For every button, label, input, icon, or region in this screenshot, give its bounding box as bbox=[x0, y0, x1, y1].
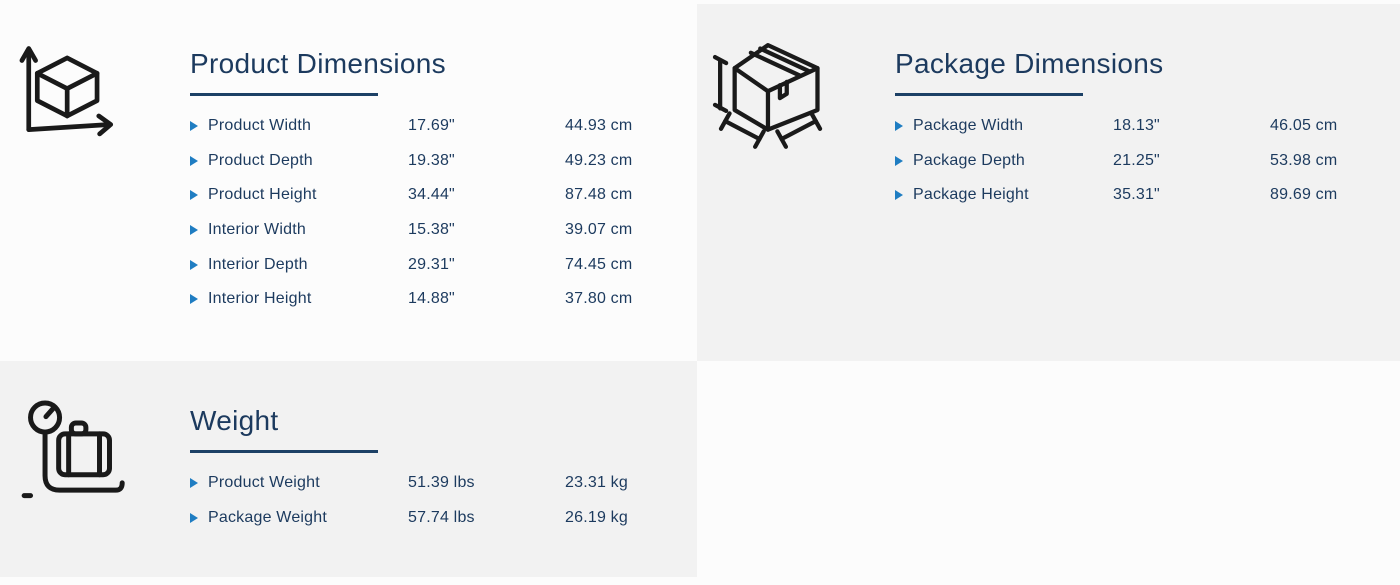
spec-value-imperial: 29.31" bbox=[408, 255, 455, 273]
spec-value-imperial: 21.25" bbox=[1113, 151, 1160, 169]
luggage-scale-icon bbox=[16, 393, 134, 502]
triangle-bullet-icon bbox=[190, 478, 198, 489]
spec-value-imperial: 18.13" bbox=[1113, 117, 1160, 135]
section-title: Package Dimensions bbox=[895, 48, 1164, 79]
triangle-bullet-icon bbox=[190, 190, 198, 201]
spec-value-metric: 39.07 cm bbox=[565, 221, 633, 239]
spec-value-metric: 26.19 kg bbox=[565, 508, 628, 526]
triangle-bullet-icon bbox=[895, 121, 903, 132]
spec-label: Product Depth bbox=[208, 151, 313, 169]
spec-value-metric: 44.93 cm bbox=[565, 117, 633, 135]
spec-row: Interior Height 14.88" 37.80 cm bbox=[190, 282, 697, 317]
spec-label: Product Width bbox=[208, 117, 312, 135]
weight-section: Weight Product Weight 51.39 lbs 23.31 kg… bbox=[0, 361, 697, 577]
triangle-bullet-icon bbox=[190, 294, 198, 305]
spec-label: Package Depth bbox=[913, 151, 1026, 169]
spec-row: Product Height 34.44" 87.48 cm bbox=[190, 178, 697, 213]
spec-value-imperial: 14.88" bbox=[408, 290, 455, 308]
spec-rows: Product Weight 51.39 lbs 23.31 kg Packag… bbox=[190, 466, 697, 535]
spec-row: Interior Depth 29.31" 74.45 cm bbox=[190, 247, 697, 282]
triangle-bullet-icon bbox=[190, 155, 198, 166]
spec-rows: Product Width 17.69" 44.93 cm Product De… bbox=[190, 109, 697, 317]
title-underline bbox=[895, 93, 1083, 96]
spec-rows: Package Width 18.13" 46.05 cm Package De… bbox=[895, 109, 1400, 213]
triangle-bullet-icon bbox=[895, 190, 903, 201]
spec-row: Interior Width 15.38" 39.07 cm bbox=[190, 213, 697, 248]
package-box-icon bbox=[708, 40, 845, 151]
spec-value-metric: 37.80 cm bbox=[565, 290, 633, 308]
spec-value-imperial: 34.44" bbox=[408, 186, 455, 204]
spec-value-imperial: 15.38" bbox=[408, 221, 455, 239]
spec-label: Package Width bbox=[913, 117, 1024, 135]
spec-value-metric: 23.31 kg bbox=[565, 474, 628, 492]
spec-label: Interior Width bbox=[208, 221, 306, 239]
spec-row: Product Depth 19.38" 49.23 cm bbox=[190, 144, 697, 179]
spec-row: Product Weight 51.39 lbs 23.31 kg bbox=[190, 466, 697, 501]
spec-value-imperial: 19.38" bbox=[408, 151, 455, 169]
triangle-bullet-icon bbox=[895, 155, 903, 166]
section-title: Product Dimensions bbox=[190, 48, 446, 79]
spec-value-imperial: 57.74 lbs bbox=[408, 508, 475, 526]
spec-label: Interior Height bbox=[208, 290, 312, 308]
spec-value-metric: 46.05 cm bbox=[1270, 117, 1338, 135]
spec-label: Package Weight bbox=[208, 508, 328, 526]
title-underline bbox=[190, 93, 378, 96]
triangle-bullet-icon bbox=[190, 121, 198, 132]
section-title: Weight bbox=[190, 405, 279, 436]
spec-row: Package Depth 21.25" 53.98 cm bbox=[895, 144, 1400, 179]
spec-value-metric: 53.98 cm bbox=[1270, 151, 1338, 169]
spec-value-metric: 74.45 cm bbox=[565, 255, 633, 273]
package-dimensions-section: Package Dimensions Package Width 18.13" … bbox=[697, 4, 1400, 361]
product-dimensions-section: Product Dimensions Product Width 17.69" … bbox=[0, 0, 697, 361]
spec-row: Product Width 17.69" 44.93 cm bbox=[190, 109, 697, 144]
empty-panel bbox=[697, 361, 1400, 585]
spec-label: Package Height bbox=[913, 186, 1029, 204]
triangle-bullet-icon bbox=[190, 259, 198, 270]
spec-value-imperial: 35.31" bbox=[1113, 186, 1160, 204]
spec-label: Product Height bbox=[208, 186, 317, 204]
spec-row: Package Weight 57.74 lbs 26.19 kg bbox=[190, 501, 697, 536]
spec-value-metric: 87.48 cm bbox=[565, 186, 633, 204]
title-underline bbox=[190, 450, 378, 453]
spec-value-metric: 89.69 cm bbox=[1270, 186, 1338, 204]
spec-label: Product Weight bbox=[208, 474, 320, 492]
cube-axes-icon bbox=[14, 34, 134, 145]
spec-value-imperial: 51.39 lbs bbox=[408, 474, 475, 492]
spec-label: Interior Depth bbox=[208, 255, 308, 273]
spec-row: Package Height 35.31" 89.69 cm bbox=[895, 178, 1400, 213]
spec-row: Package Width 18.13" 46.05 cm bbox=[895, 109, 1400, 144]
triangle-bullet-icon bbox=[190, 512, 198, 523]
spec-value-metric: 49.23 cm bbox=[565, 151, 633, 169]
triangle-bullet-icon bbox=[190, 225, 198, 236]
spec-value-imperial: 17.69" bbox=[408, 117, 455, 135]
